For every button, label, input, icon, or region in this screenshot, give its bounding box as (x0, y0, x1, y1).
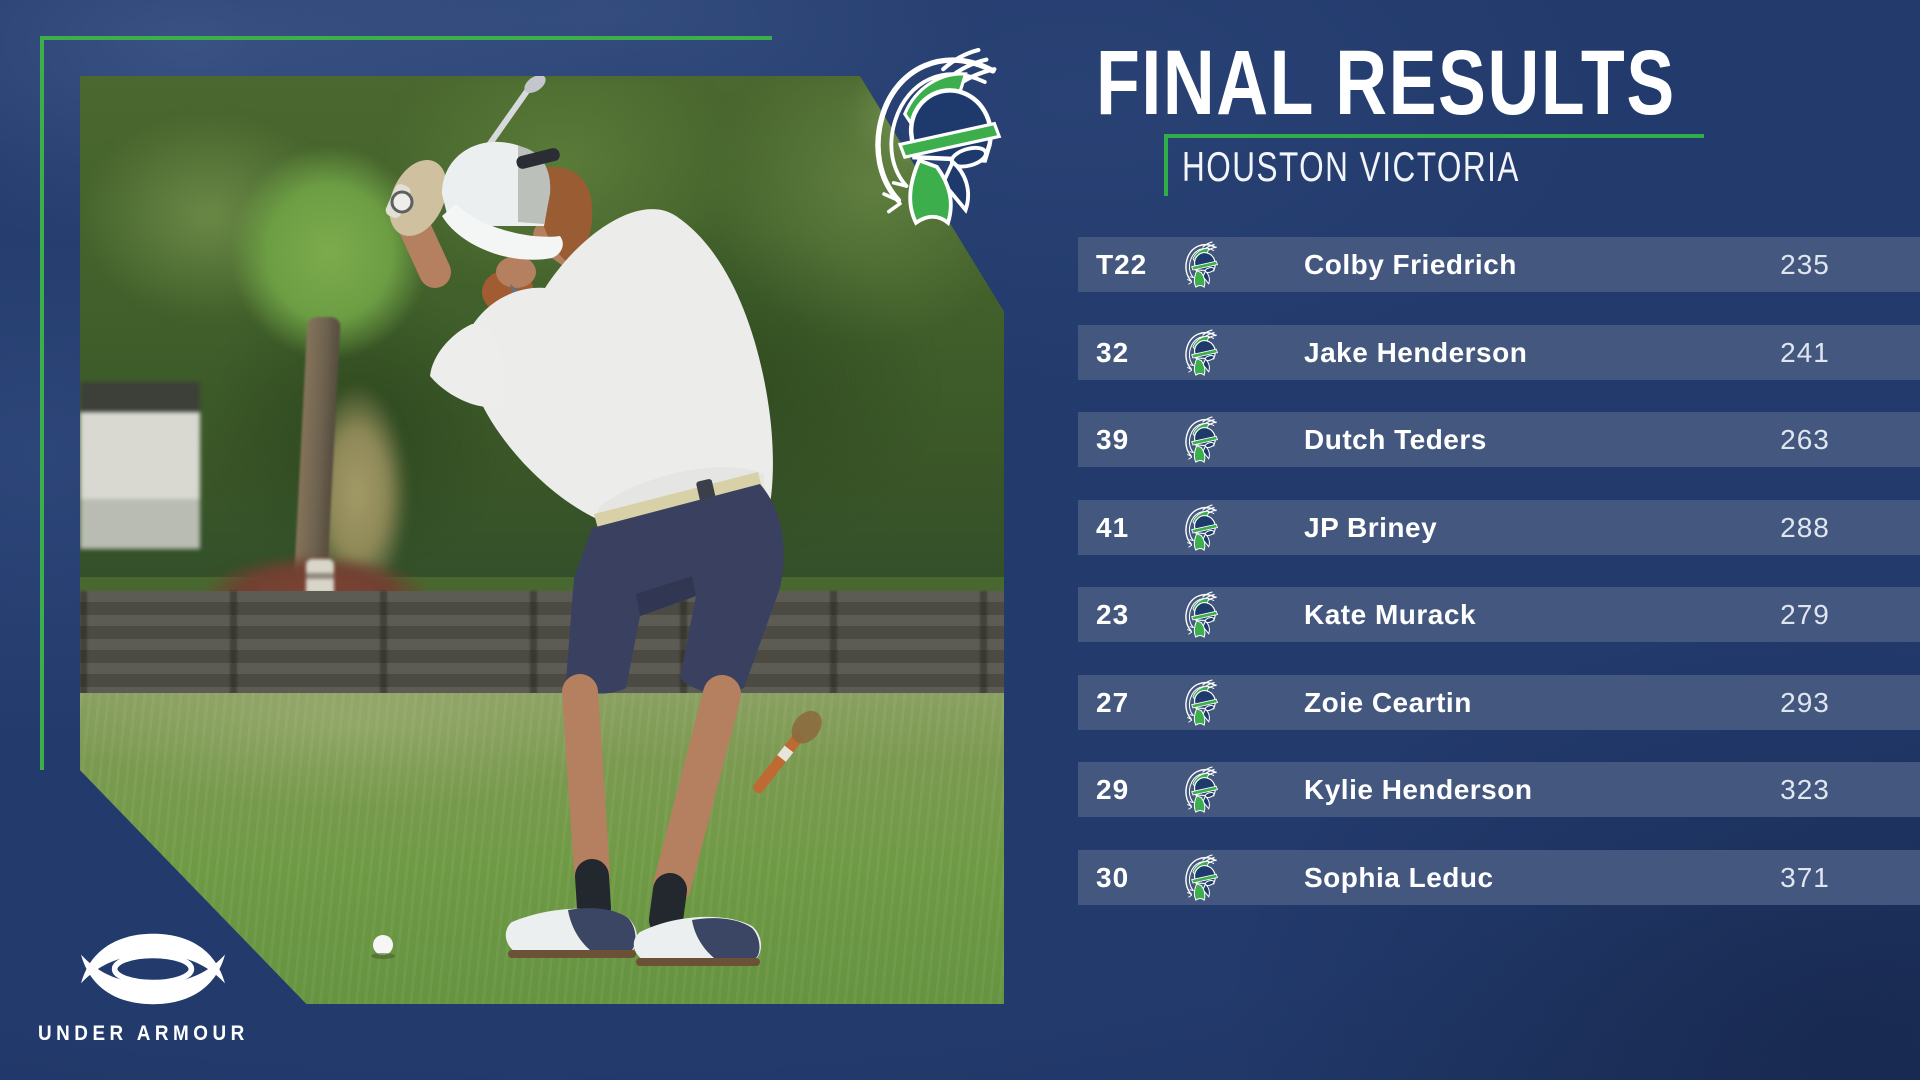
player-score: 241 (1780, 336, 1830, 368)
page-title: FINAL RESULTS (1096, 31, 1839, 136)
rank-label: 27 (1096, 686, 1130, 718)
player-score: 293 (1780, 686, 1830, 718)
player-score: 288 (1780, 511, 1830, 543)
team-logo-icon (1178, 328, 1222, 378)
result-row: 29 Kylie Henderson 323 (1078, 762, 1920, 817)
result-row: 27 Zoie Ceartin 293 (1078, 674, 1920, 730)
golf-shoes (505, 908, 761, 966)
green-frame-top (40, 36, 772, 40)
rank-label: 41 (1096, 511, 1130, 543)
team-logo-icon (1178, 765, 1222, 815)
team-logo-icon (1178, 415, 1222, 465)
player-score: 263 (1780, 424, 1830, 455)
rank-label: T22 (1096, 249, 1148, 280)
team-logo-icon (1178, 503, 1222, 553)
rank-label: 39 (1096, 424, 1130, 455)
sponsor-name: UNDER ARMOUR (38, 1022, 249, 1045)
rank-label: 23 (1096, 599, 1130, 630)
team-logo-icon (1178, 240, 1222, 290)
subtitle-text: HOUSTON VICTORIA (1182, 143, 1520, 190)
player-name: JP Briney (1304, 511, 1438, 543)
photo-house (80, 382, 201, 550)
result-row: 32 Jake Henderson 241 (1078, 324, 1920, 380)
player-name: Dutch Teders (1304, 424, 1487, 455)
rank-label: 32 (1096, 336, 1130, 368)
team-subtitle: HOUSTON VICTORIA (1182, 143, 1633, 191)
player-name: Zoie Ceartin (1304, 686, 1472, 718)
player-name: Kylie Henderson (1304, 774, 1533, 805)
subtitle-top-rule (1164, 134, 1704, 138)
rank-label: 29 (1096, 774, 1130, 805)
player-name: Kate Murack (1304, 599, 1477, 630)
player-score: 279 (1780, 599, 1830, 630)
player-score: 371 (1780, 861, 1830, 893)
subtitle-left-rule (1164, 134, 1168, 196)
rank-label: 30 (1096, 861, 1130, 893)
player-score: 235 (1780, 249, 1830, 280)
golfer-figure (371, 76, 822, 966)
player-name: Jake Henderson (1304, 336, 1528, 368)
title-text: FINAL RESULTS (1096, 32, 1676, 134)
player-score: 323 (1780, 774, 1830, 805)
sponsor-block: UNDER ARMOUR (38, 924, 268, 1046)
team-logo-icon (1178, 678, 1222, 728)
result-row: T22 Colby Friedrich 235 (1078, 237, 1920, 292)
result-row: 30 Sophia Leduc 371 (1078, 849, 1920, 905)
result-row: 23 Kate Murack 279 (1078, 587, 1920, 642)
under-armour-icon (73, 924, 233, 1014)
result-row: 41 JP Briney 288 (1078, 499, 1920, 555)
orange-stake (752, 710, 822, 794)
golfer-photo (80, 76, 1004, 1004)
team-logo-icon (1178, 590, 1222, 640)
player-name: Colby Friedrich (1304, 249, 1517, 280)
green-frame-left (40, 36, 44, 770)
player-name: Sophia Leduc (1304, 861, 1494, 893)
team-logo-icon (1178, 853, 1222, 903)
result-row: 39 Dutch Teders 263 (1078, 412, 1920, 467)
